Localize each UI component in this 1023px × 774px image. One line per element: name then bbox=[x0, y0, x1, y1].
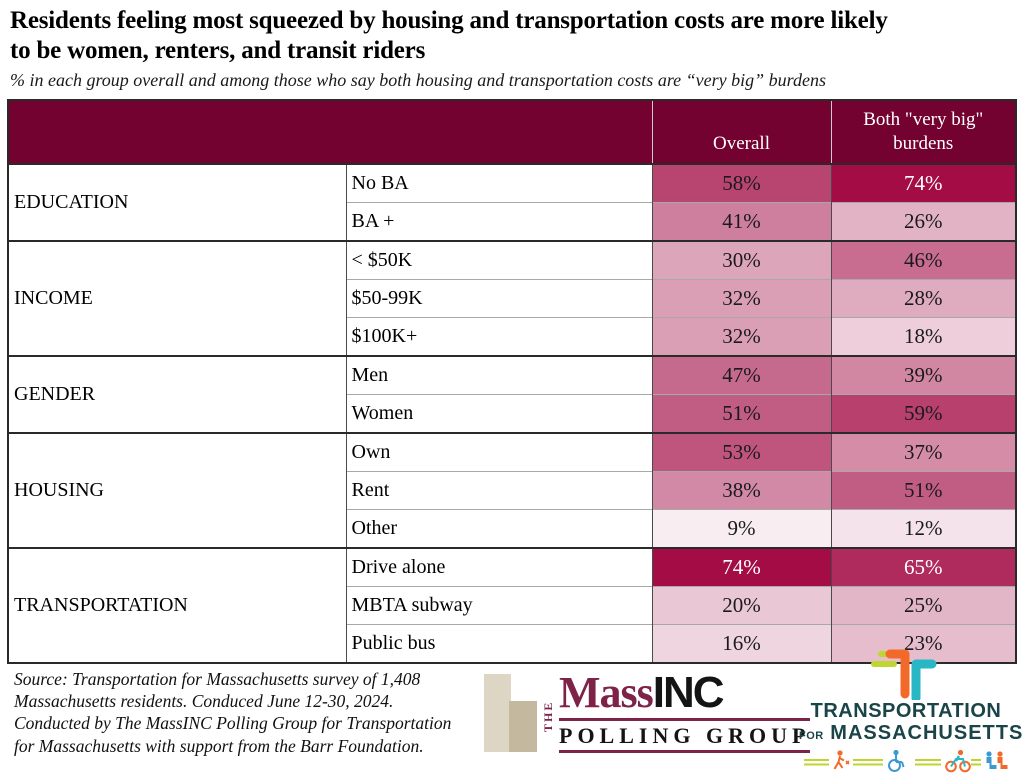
massinc-wordmark: MassINC bbox=[559, 671, 810, 715]
burdens-value-cell: 23% bbox=[831, 624, 1016, 663]
t4ma-massachusetts-label: FOR MASSACHUSETTS bbox=[799, 722, 1022, 744]
overall-value-cell: 58% bbox=[652, 163, 832, 203]
category-cell-transportation: TRANSPORTATION bbox=[8, 547, 347, 663]
footer: Source: Transportation for Massachusetts… bbox=[0, 644, 1023, 773]
burdens-value-cell: 28% bbox=[831, 279, 1016, 318]
burdens-value-cell: 26% bbox=[831, 202, 1016, 241]
overall-value-cell: 51% bbox=[652, 394, 832, 433]
massinc-bars-icon bbox=[484, 672, 539, 754]
header-spacer-cell bbox=[8, 100, 652, 164]
page-subtitle: % in each group overall and among those … bbox=[10, 70, 826, 90]
burdens-value-cell: 39% bbox=[831, 355, 1016, 395]
pedestrian-icon bbox=[833, 750, 850, 770]
table-row: MBTA subway 20% 25% bbox=[8, 586, 1016, 625]
row-label: Women bbox=[346, 394, 653, 433]
table-row: INCOME < $50K 30% 46% bbox=[8, 240, 1016, 356]
overall-value-cell: 47% bbox=[652, 355, 832, 395]
massinc-rule-bottom bbox=[559, 749, 811, 753]
burdens-value-cell: 12% bbox=[831, 509, 1016, 548]
row-label: < $50K bbox=[346, 240, 653, 280]
massinc-polling-group-logo: THE MassINC POLLING GROUP bbox=[484, 671, 811, 754]
transport-modes-icons bbox=[804, 749, 1008, 773]
row-label: $50-99K bbox=[346, 279, 653, 318]
burdens-value-cell: 65% bbox=[831, 547, 1016, 587]
row-label: Men bbox=[346, 355, 653, 395]
table-row: Public bus 16% 23% bbox=[8, 624, 1016, 663]
source-note: Source: Transportation for Massachusetts… bbox=[14, 669, 452, 756]
table-row: $50-99K 32% 28% bbox=[8, 279, 1016, 318]
massinc-polling-group-label: POLLING GROUP bbox=[559, 722, 811, 748]
massinc-rule-top bbox=[559, 717, 811, 721]
table-row: BA + 41% 26% bbox=[8, 202, 1016, 241]
category-cell-income: INCOME bbox=[8, 240, 347, 356]
page-title: Residents feeling most squeezed by housi… bbox=[10, 7, 888, 64]
t4ma-for-label: FOR bbox=[799, 730, 824, 743]
massinc-mass-text: Mass bbox=[559, 668, 654, 717]
overall-value-cell: 32% bbox=[652, 317, 832, 356]
t4ma-massachusetts-text: MASSACHUSETTS bbox=[830, 722, 1023, 745]
table-row: GENDER Men 47% 39% bbox=[8, 355, 1016, 433]
category-cell-housing: HOUSING bbox=[8, 432, 347, 548]
row-label: Public bus bbox=[346, 624, 653, 663]
table-row: $100K+ 32% 18% bbox=[8, 317, 1016, 356]
table-row: Rent 38% 51% bbox=[8, 471, 1016, 510]
row-label: MBTA subway bbox=[346, 586, 653, 625]
cyclist-icon bbox=[945, 749, 971, 773]
wheelchair-icon bbox=[888, 749, 905, 772]
overall-value-cell: 41% bbox=[652, 202, 832, 241]
table-row: TRANSPORTATION Drive alone 74% 65% bbox=[8, 547, 1016, 663]
column-header-burdens: Both "very big" burdens bbox=[830, 100, 1016, 164]
overall-value-cell: 9% bbox=[652, 509, 832, 548]
header-row: Overall Both "very big" burdens bbox=[8, 100, 1016, 164]
overall-value-cell: 74% bbox=[652, 547, 832, 587]
overall-value-cell: 30% bbox=[652, 240, 832, 280]
table-row: Women 51% 59% bbox=[8, 394, 1016, 433]
table-row: Other 9% 12% bbox=[8, 509, 1016, 548]
row-label: Own bbox=[346, 432, 653, 472]
burdens-value-cell: 51% bbox=[831, 471, 1016, 510]
overall-value-cell: 16% bbox=[652, 624, 832, 663]
table-row: HOUSING Own 53% 37% bbox=[8, 432, 1016, 548]
transportation-for-massachusetts-logo: TRANSPORTATION FOR MASSACHUSETTS bbox=[799, 648, 1022, 774]
burdens-value-cell: 37% bbox=[831, 432, 1016, 472]
burdens-value-cell: 74% bbox=[831, 163, 1016, 203]
column-header-overall: Overall bbox=[651, 100, 831, 164]
row-label: Other bbox=[346, 509, 653, 548]
t4ma-transportation-label: TRANSPORTATION bbox=[810, 700, 1002, 722]
overall-value-cell: 20% bbox=[652, 586, 832, 625]
row-label: Drive alone bbox=[346, 547, 653, 587]
category-cell-gender: GENDER bbox=[8, 355, 347, 433]
massinc-inc-text: INC bbox=[652, 668, 725, 717]
survey-heatmap-table: Overall Both "very big" burdens EDUCATIO… bbox=[7, 99, 1017, 664]
burdens-value-cell: 25% bbox=[831, 586, 1016, 625]
massinc-the-label: THE bbox=[541, 700, 555, 732]
table-row: EDUCATION No BA 58% 74% bbox=[8, 163, 1016, 241]
row-label: No BA bbox=[346, 163, 653, 203]
row-label: Rent bbox=[346, 471, 653, 510]
seated-passengers-icon bbox=[986, 751, 1008, 769]
t4ma-t-icon bbox=[871, 649, 937, 700]
overall-value-cell: 32% bbox=[652, 279, 832, 318]
category-cell-education: EDUCATION bbox=[8, 163, 347, 241]
burdens-value-cell: 18% bbox=[831, 317, 1016, 356]
row-label: BA + bbox=[346, 202, 653, 241]
overall-value-cell: 53% bbox=[652, 432, 832, 472]
burdens-value-cell: 46% bbox=[831, 240, 1016, 280]
row-label: $100K+ bbox=[346, 317, 653, 356]
burdens-value-cell: 59% bbox=[831, 394, 1016, 433]
overall-value-cell: 38% bbox=[652, 471, 832, 510]
